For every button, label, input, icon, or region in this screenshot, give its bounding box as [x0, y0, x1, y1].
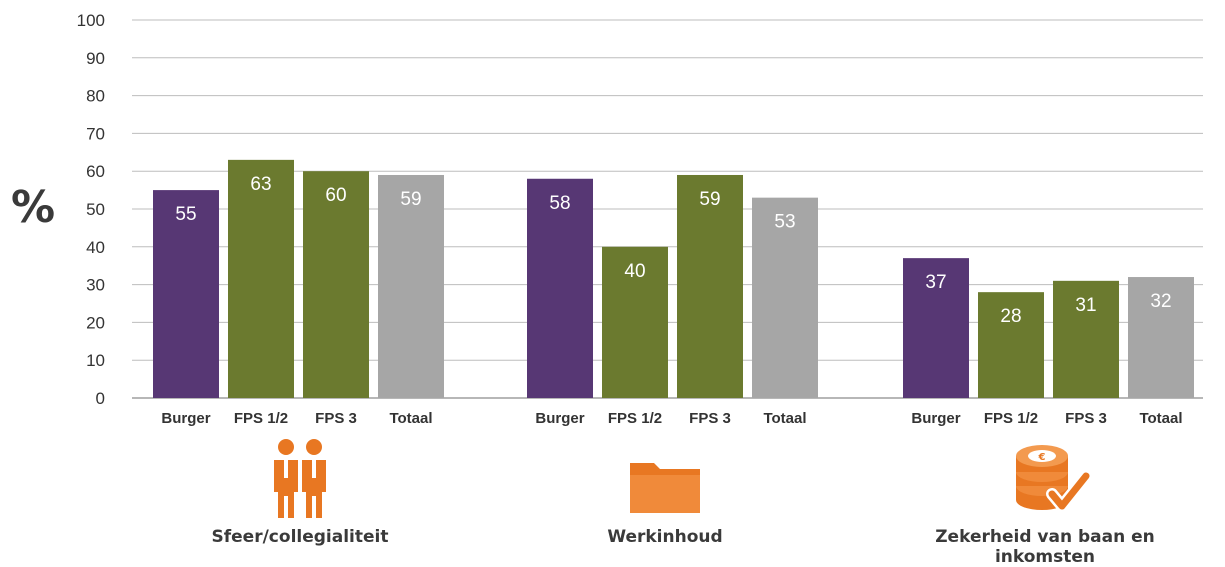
- bar: [527, 178, 593, 398]
- y-tick-label: 40: [86, 238, 105, 257]
- y-tick-label: 80: [86, 87, 105, 106]
- bar: [228, 159, 294, 398]
- bars: [153, 159, 1194, 398]
- bar-value-label: 28: [1000, 306, 1021, 327]
- x-category-label: FPS 3: [689, 410, 731, 427]
- svg-text:€: €: [1038, 452, 1046, 463]
- bar-value-label: 31: [1075, 295, 1096, 316]
- bar: [978, 292, 1044, 398]
- bar-value-label: 63: [250, 174, 271, 195]
- bar-value-label: 58: [549, 193, 570, 214]
- y-tick-label: 90: [86, 49, 105, 68]
- bar-value-label: 60: [325, 185, 346, 206]
- bar: [602, 246, 668, 398]
- bar-value-label: 59: [699, 189, 720, 210]
- value-labels: 55 63 60 59 58 40 59 53 37 28 31 32: [175, 174, 1171, 327]
- bar-value-label: 32: [1150, 291, 1171, 312]
- bar: [1128, 277, 1194, 398]
- bar-value-label: 55: [175, 204, 196, 225]
- x-category-label: Totaal: [763, 410, 806, 427]
- x-category-label: FPS 1/2: [608, 410, 662, 427]
- coins-check-icon: €: [1012, 440, 1092, 523]
- bar-value-label: 40: [624, 261, 645, 282]
- y-tick-label: 20: [86, 313, 105, 332]
- x-category-label: FPS 1/2: [984, 410, 1038, 427]
- category-labels: Burger FPS 1/2 FPS 3 Totaal Burger FPS 1/2 FPS…: [161, 410, 1182, 427]
- bar: [752, 197, 818, 398]
- y-tick-label: 0: [96, 389, 105, 408]
- x-category-label: Burger: [911, 410, 960, 427]
- group-title-1: Sfeer/collegialiteit: [211, 527, 389, 547]
- bar: [303, 171, 369, 398]
- bar-value-label: 37: [925, 272, 946, 293]
- y-tick-label: 60: [86, 162, 105, 181]
- bar-value-label: 53: [774, 212, 795, 233]
- bar: [153, 190, 219, 398]
- y-tick-label: 100: [77, 11, 105, 30]
- y-tick-label: 30: [86, 276, 105, 295]
- y-tick-label: 50: [86, 200, 105, 219]
- x-category-label: Burger: [535, 410, 584, 427]
- x-category-label: Totaal: [1139, 410, 1182, 427]
- group-title-3: Zekerheid van baan en inkomsten: [935, 527, 1155, 567]
- x-category-label: Totaal: [389, 410, 432, 427]
- folder-icon: [628, 457, 702, 520]
- bar: [378, 174, 444, 398]
- y-axis-unit-label: %: [11, 182, 55, 233]
- bar: [677, 174, 743, 398]
- bar: [903, 258, 969, 398]
- x-category-label: Burger: [161, 410, 210, 427]
- bar-value-label: 59: [400, 189, 421, 210]
- y-tick-label: 10: [86, 351, 105, 370]
- people-icon: [270, 438, 330, 525]
- y-tick-label: 70: [86, 124, 105, 143]
- x-category-label: FPS 1/2: [234, 410, 288, 427]
- bar: [1053, 280, 1119, 398]
- x-category-label: FPS 3: [315, 410, 357, 427]
- y-axis-ticks: 0 10 20 30 40 50 60 70 80 90 100: [77, 11, 105, 408]
- x-category-label: FPS 3: [1065, 410, 1107, 427]
- group-title-2: Werkinhoud: [607, 527, 723, 547]
